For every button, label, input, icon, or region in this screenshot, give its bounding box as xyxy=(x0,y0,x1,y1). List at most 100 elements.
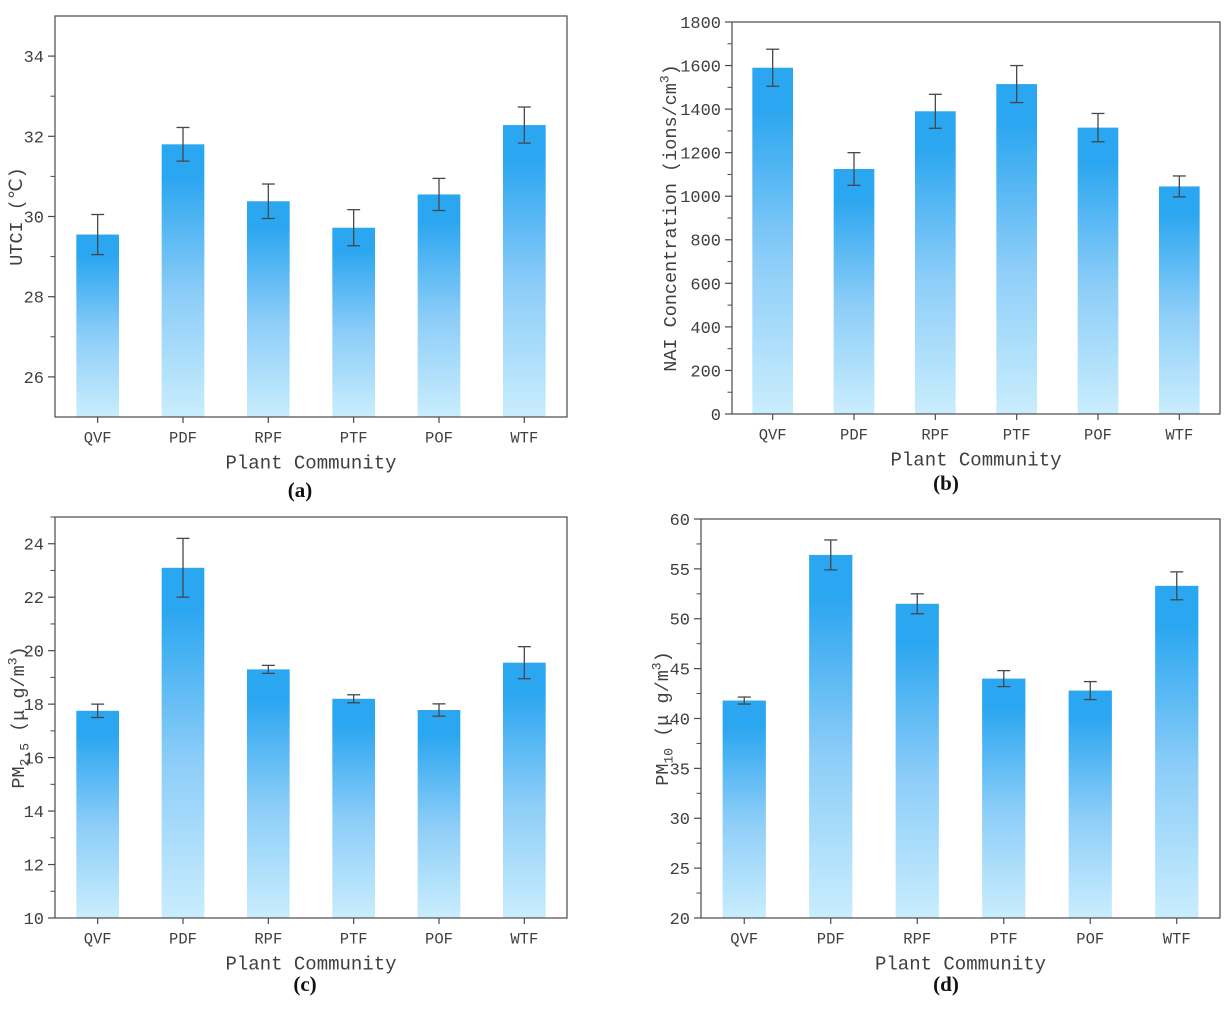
y-axis-title-segment: 10 xyxy=(662,748,677,764)
x-tick-label-rpf: RPF xyxy=(903,930,931,948)
bars-group xyxy=(752,67,1200,415)
errorbars-group xyxy=(766,48,1186,198)
x-tick-label-rpf: RPF xyxy=(254,930,282,948)
y-tick-label-60: 60 xyxy=(670,512,690,531)
x-tick-label-qvf: QVF xyxy=(84,429,112,447)
errorbar-a-wtf xyxy=(517,106,531,144)
y-tick-label-1800: 1800 xyxy=(680,15,721,34)
x-tick-label-wtf: WTF xyxy=(1163,930,1191,948)
bar-c-pof xyxy=(417,710,461,918)
errorbar-c-wtf xyxy=(517,646,531,680)
bars-group xyxy=(76,125,546,418)
x-axis-ticks: QVF PDF RPF PTF POF WTF xyxy=(84,918,538,948)
errorbar-c-rpf xyxy=(261,664,275,675)
y-tick-label-400: 400 xyxy=(690,320,721,339)
x-axis-title: Plant Community xyxy=(890,450,1061,472)
errorbar-a-rpf xyxy=(261,183,275,220)
y-axis-title: UTCI (℃) xyxy=(7,167,28,266)
y-tick-label-34: 34 xyxy=(24,49,44,68)
x-axis-title: Plant Community xyxy=(225,954,396,976)
x-tick-label-qvf: QVF xyxy=(759,426,787,444)
y-tick-label-1000: 1000 xyxy=(680,189,721,208)
y-tick-label-200: 200 xyxy=(690,363,721,382)
x-tick-label-pdf: PDF xyxy=(169,429,197,447)
errorbar-d-rpf xyxy=(910,593,924,615)
x-axis-ticks: QVF PDF RPF PTF POF WTF xyxy=(84,417,538,447)
y-tick-label-32: 32 xyxy=(24,129,44,148)
x-tick-label-pof: POF xyxy=(1076,930,1104,948)
y-axis-title-segment: 3 xyxy=(658,75,673,83)
errorbar-d-pof xyxy=(1083,680,1097,701)
y-axis-ticks: 0 200 400 600 800 1000 1200 1400 1600 1800 xyxy=(680,15,732,426)
x-axis-ticks: QVF PDF RPF PTF POF WTF xyxy=(759,414,1193,444)
x-tick-label-ptf: PTF xyxy=(1003,426,1031,444)
bars-group xyxy=(76,567,546,918)
y-axis-title: PM2.5 (μ g/m3) xyxy=(6,646,33,788)
y-axis-title-segment: ) xyxy=(653,651,674,662)
bar-d-qvf xyxy=(722,700,766,918)
bar-b-pdf xyxy=(833,169,875,414)
bar-b-rpf xyxy=(915,111,956,415)
x-tick-label-ptf: PTF xyxy=(990,930,1018,948)
bar-c-pdf xyxy=(161,567,205,918)
y-tick-label-0: 0 xyxy=(711,407,721,426)
y-axis-title-segment: ) xyxy=(661,64,682,75)
bar-a-wtf xyxy=(503,125,546,418)
x-tick-label-qvf: QVF xyxy=(84,930,112,948)
panel-letter-d: (d) xyxy=(933,972,959,996)
x-tick-label-pof: POF xyxy=(1084,426,1112,444)
y-axis-title-segment: 3 xyxy=(6,657,21,665)
x-tick-label-rpf: RPF xyxy=(921,426,949,444)
x-tick-label-rpf: RPF xyxy=(254,429,282,447)
y-tick-label-18: 18 xyxy=(24,697,44,716)
y-tick-label-16: 16 xyxy=(24,751,44,770)
x-tick-label-ptf: PTF xyxy=(340,930,368,948)
y-axis-ticks: 10 12 14 16 18 20 22 24 xyxy=(24,516,55,930)
errorbar-b-qvf xyxy=(766,48,780,87)
bar-d-pof xyxy=(1068,690,1112,918)
errorbar-b-wtf xyxy=(1172,175,1186,198)
y-axis-title-segment: PM xyxy=(653,764,674,786)
bar-d-wtf xyxy=(1155,585,1199,918)
y-tick-label-24: 24 xyxy=(24,537,44,556)
plot-box xyxy=(54,516,568,919)
y-axis-title-segment: 2.5 xyxy=(18,743,33,766)
errorbar-d-pdf xyxy=(824,539,838,571)
y-tick-label-1400: 1400 xyxy=(680,102,721,121)
errorbar-b-pof xyxy=(1091,112,1105,143)
errorbar-c-pof xyxy=(432,703,446,717)
y-tick-label-10: 10 xyxy=(24,911,44,930)
x-axis-ticks: QVF PDF RPF PTF POF WTF xyxy=(730,918,1191,948)
y-tick-label-1600: 1600 xyxy=(680,59,721,78)
x-tick-label-wtf: WTF xyxy=(1165,426,1193,444)
bar-c-qvf xyxy=(76,710,119,918)
errorbars-group xyxy=(737,539,1184,705)
plot-box xyxy=(731,21,1221,415)
bar-a-pof xyxy=(417,194,461,417)
errorbar-d-qvf xyxy=(737,696,751,705)
y-tick-label-20: 20 xyxy=(670,911,690,930)
y-tick-label-1200: 1200 xyxy=(680,146,721,165)
bar-d-rpf xyxy=(895,603,939,918)
bar-b-ptf xyxy=(996,84,1037,415)
errorbar-a-pdf xyxy=(176,126,190,162)
bars-group xyxy=(722,554,1199,918)
plot-box xyxy=(54,15,568,418)
y-tick-label-25: 25 xyxy=(670,861,690,880)
x-tick-label-wtf: WTF xyxy=(510,930,538,948)
bar-c-wtf xyxy=(503,662,546,918)
bar-b-wtf xyxy=(1159,186,1200,414)
y-axis-title-segment: NAI Concentration (ions/cm xyxy=(661,83,682,372)
y-axis-ticks: 20 25 30 35 40 45 50 55 60 xyxy=(670,512,701,930)
y-tick-label-20: 20 xyxy=(24,644,44,663)
bar-b-pof xyxy=(1077,127,1119,414)
errorbar-a-qvf xyxy=(91,213,105,256)
y-tick-label-14: 14 xyxy=(24,804,44,823)
y-tick-label-40: 40 xyxy=(670,711,690,730)
y-axis-title-segment: PM xyxy=(9,766,30,788)
y-axis-title-segment: ) xyxy=(9,646,30,657)
errorbar-c-ptf xyxy=(347,694,361,704)
y-tick-label-30: 30 xyxy=(670,811,690,830)
panel-letter-c: (c) xyxy=(293,972,316,996)
